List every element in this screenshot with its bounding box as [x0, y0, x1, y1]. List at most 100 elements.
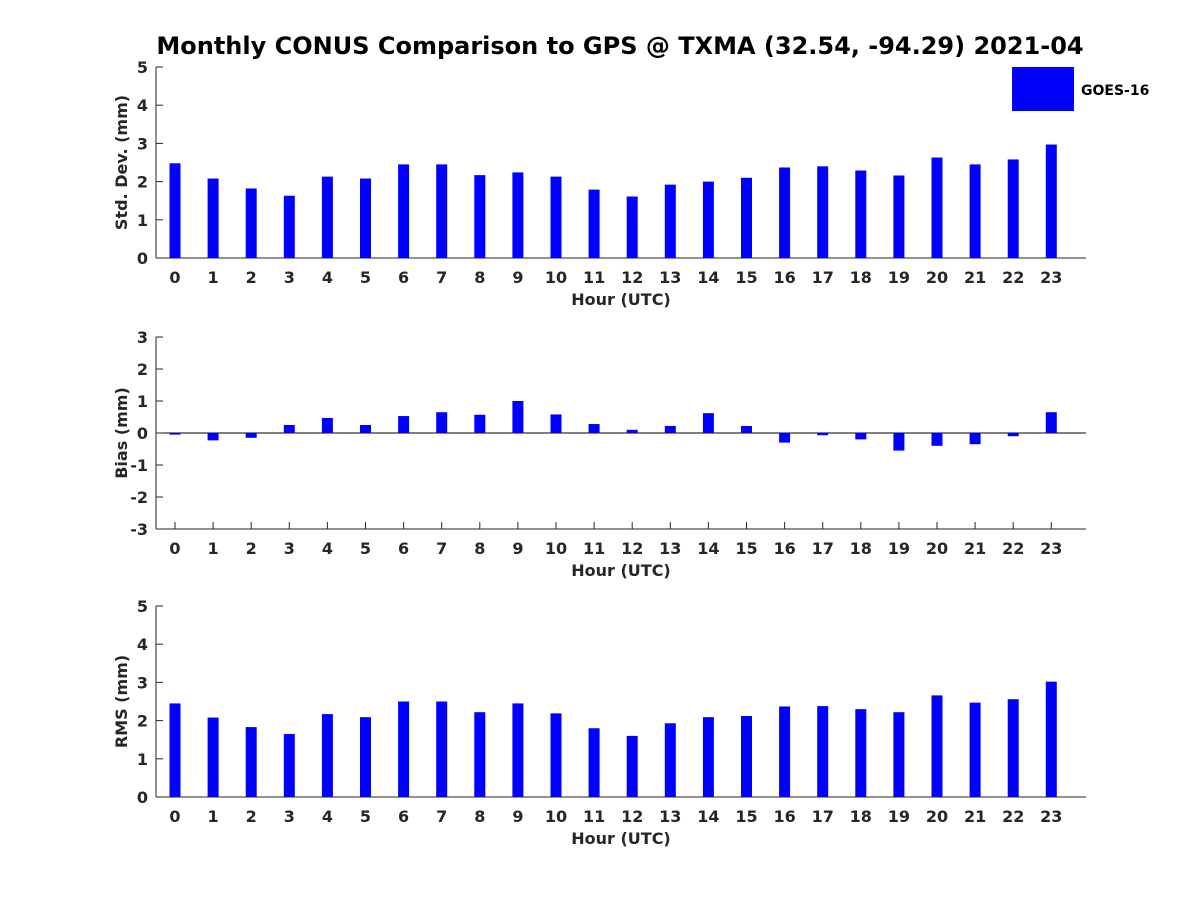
std-dev-x-tick-label: 8 — [474, 268, 485, 287]
std-dev-x-tick-label: 16 — [773, 268, 795, 287]
rms-x-tick-label: 20 — [926, 807, 948, 826]
bias-bar-hour-23 — [1045, 412, 1057, 433]
bias-bar-hour-20 — [931, 433, 943, 446]
std-dev-x-tick-label: 7 — [436, 268, 447, 287]
bias-x-tick-label: 1 — [208, 539, 219, 558]
rms-x-tick-label: 23 — [1040, 807, 1062, 826]
rms-bar-hour-6 — [398, 701, 410, 797]
std-dev-bar-hour-3 — [283, 195, 295, 258]
rms-y-tick-label: 4 — [137, 635, 148, 654]
rms-x-tick-label: 18 — [850, 807, 872, 826]
std-dev-y-axis-label: Std. Dev. (mm) — [112, 95, 131, 230]
bias-x-tick-label: 3 — [284, 539, 295, 558]
rms-x-tick-label: 11 — [583, 807, 605, 826]
bias-bar-hour-5 — [360, 425, 371, 433]
std-dev-bar-hour-18 — [855, 170, 867, 258]
rms-bar-hour-2 — [245, 727, 257, 797]
bias-y-tick-label: -2 — [130, 488, 148, 507]
bias-bar-hour-21 — [969, 433, 981, 445]
rms-bar-hour-15 — [741, 716, 752, 797]
bias-bar-hour-17 — [817, 433, 829, 436]
bias-bar-hour-18 — [855, 433, 867, 440]
std-dev-bar-hour-6 — [398, 164, 410, 258]
rms-bar-hour-0 — [169, 703, 181, 797]
bias-x-tick-label: 4 — [322, 539, 333, 558]
rms-y-tick-label: 2 — [137, 712, 148, 731]
std-dev-y-tick-label: 4 — [137, 96, 148, 115]
std-dev-bar-hour-5 — [360, 178, 371, 258]
std-dev-x-tick-label: 18 — [850, 268, 872, 287]
legend-swatch-goes-16 — [1012, 67, 1074, 111]
rms-bar-hour-4 — [321, 714, 333, 797]
std-dev-bar-hour-19 — [893, 175, 905, 258]
std-dev-x-tick-label: 2 — [246, 268, 257, 287]
bias-x-tick-label: 18 — [850, 539, 872, 558]
rms-x-tick-label: 12 — [621, 807, 643, 826]
rms-y-tick-label: 5 — [137, 597, 148, 616]
std-dev-x-tick-label: 9 — [512, 268, 523, 287]
rms-bar-hour-7 — [436, 701, 448, 797]
bias-bar-hour-10 — [550, 414, 562, 433]
rms-bar-hour-10 — [550, 713, 562, 797]
std-dev-x-tick-label: 23 — [1040, 268, 1062, 287]
legend: GOES-16 — [1012, 67, 1149, 111]
rms-y-axis-label: RMS (mm) — [112, 655, 131, 748]
std-dev-x-tick-label: 17 — [812, 268, 834, 287]
std-dev-y-tick-label: 0 — [137, 249, 148, 268]
std-dev-x-tick-label: 21 — [964, 268, 986, 287]
rms-x-tick-label: 4 — [322, 807, 333, 826]
rms-x-tick-label: 21 — [964, 807, 986, 826]
std-dev-bar-hour-15 — [741, 177, 752, 258]
bias-bar-hour-0 — [169, 433, 181, 435]
std-dev-bar-hour-22 — [1007, 159, 1019, 258]
rms-bar-hour-19 — [893, 712, 905, 797]
rms-x-tick-label: 22 — [1002, 807, 1024, 826]
bias-x-tick-label: 2 — [246, 539, 257, 558]
std-dev-y-tick-label: 2 — [137, 173, 148, 192]
rms-x-tick-label: 6 — [398, 807, 409, 826]
std-dev-x-tick-label: 6 — [398, 268, 409, 287]
rms-x-tick-label: 13 — [659, 807, 681, 826]
rms-bar-hour-22 — [1007, 699, 1019, 797]
rms-x-tick-label: 3 — [284, 807, 295, 826]
std-dev-y-tick-label: 3 — [137, 134, 148, 153]
bias-bar-hour-1 — [207, 433, 219, 441]
std-dev-bar-hour-10 — [550, 176, 562, 258]
bias-bar-hour-9 — [512, 401, 524, 433]
bias-bar-hour-6 — [398, 416, 410, 433]
bias-bar-hour-19 — [893, 433, 905, 451]
bias-x-tick-label: 13 — [659, 539, 681, 558]
rms-x-tick-label: 1 — [208, 807, 219, 826]
bias-x-tick-label: 16 — [773, 539, 795, 558]
std-dev-x-tick-label: 15 — [735, 268, 757, 287]
bias-bar-hour-14 — [702, 413, 714, 433]
std-dev-x-tick-label: 10 — [545, 268, 567, 287]
std-dev-bar-hour-12 — [626, 196, 638, 258]
bias-y-tick-label: 1 — [137, 392, 148, 411]
std-dev-bar-hour-9 — [512, 172, 524, 258]
std-dev-bar-hour-13 — [664, 184, 676, 258]
rms-bar-hour-20 — [931, 695, 943, 797]
bias-x-tick-label: 21 — [964, 539, 986, 558]
rms-bar-hour-5 — [360, 717, 371, 797]
std-dev-bar-hour-7 — [436, 164, 448, 258]
bias-x-tick-label: 12 — [621, 539, 643, 558]
std-dev-bar-hour-20 — [931, 157, 943, 258]
bias-x-tick-label: 15 — [735, 539, 757, 558]
std-dev-bar-hour-17 — [817, 166, 829, 258]
rms-bar-hour-21 — [969, 702, 981, 797]
bias-x-tick-label: 10 — [545, 539, 567, 558]
rms-bar-hour-18 — [855, 709, 867, 797]
rms-x-tick-label: 0 — [169, 807, 180, 826]
rms-x-tick-label: 7 — [436, 807, 447, 826]
std-dev-bar-hour-4 — [321, 176, 333, 258]
rms-bar-hour-12 — [626, 735, 638, 797]
bias-y-tick-label: 0 — [137, 424, 148, 443]
std-dev-bar-hour-16 — [779, 167, 791, 258]
bias-bar-hour-3 — [283, 425, 295, 433]
rms-bar-hour-3 — [283, 733, 295, 797]
